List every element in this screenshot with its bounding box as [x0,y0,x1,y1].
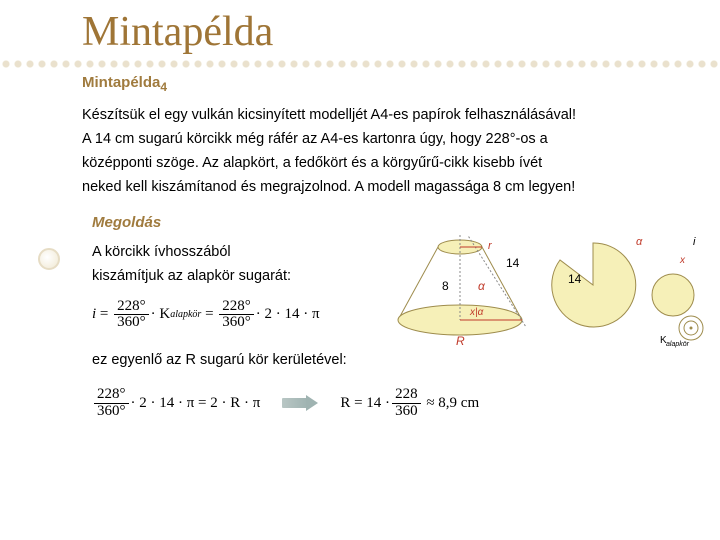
subtitle-sub: 4 [160,80,167,94]
cone-big-r: R [456,334,465,348]
cone-diagram: r 14 8 α x|α R [378,235,543,355]
eq1-frac2: 228° 360° [219,299,254,332]
eq2-frac: 228° 360° [94,387,129,420]
para-4: neked kell kiszámítanod és megrajzolnod.… [82,176,720,200]
eq1-mid: · K [151,306,171,323]
eq1-frac1: 228° 360° [114,299,149,332]
eq1-rhs: · 2 · 14 · π [256,306,320,323]
para-1: Készítsük el egy vulkán kicsinyített mod… [82,104,720,128]
chain-divider [0,58,720,70]
eq1-var: i [92,306,96,323]
solution-title: Megoldás [0,200,720,231]
circ-k-sub: alapkör [666,341,690,348]
formula-2: 228° 360° · 2 · 14 · π = 2 · R · π R = 1… [0,373,720,420]
eq2-r-frac: 228 360 [392,387,421,420]
para-3: középponti szöge. Az alapkört, a fedőkör… [82,152,720,176]
diagram-area: r 14 8 α x|α R α i x 14 K alapkör [378,235,708,365]
cone-8: 8 [442,279,449,293]
para-2: A 14 cm sugarú körcikk még ráfér az A4-e… [82,128,720,152]
eq2-r-prefix: R = 14 · [340,395,390,412]
eq1-mid-sub: alapkör [170,309,201,320]
circ-x: x [679,255,686,266]
cone-alpha: α [478,279,486,293]
eq1: i = 228° 360° · Kalapkör = 228° 360° · 2… [92,299,320,332]
problem-text: Készítsük el egy vulkán kicsinyített mod… [0,94,720,200]
cone-r: r [488,240,493,252]
eq2-r-suffix: ≈ 8,9 cm [426,395,479,412]
eq2-left: 228° 360° · 2 · 14 · π = 2 · R · π [92,387,260,420]
page-title: Mintapélda [0,0,720,56]
bullet-icon [38,248,60,270]
cone-14: 14 [506,256,520,270]
cone-xalpha: x|α [469,307,484,318]
circles-diagram: α i x 14 K alapkör [538,235,708,355]
circ-alpha: α [636,236,643,248]
circ-i: i [693,236,696,248]
circ-14: 14 [568,272,582,286]
eq2-right: R = 14 · 228 360 ≈ 8,9 cm [340,387,479,420]
arrow-icon [280,395,320,411]
subtitle-base: Mintapélda [82,74,160,91]
eq2-lhs: · 2 · 14 · π = 2 · R · π [131,395,261,412]
